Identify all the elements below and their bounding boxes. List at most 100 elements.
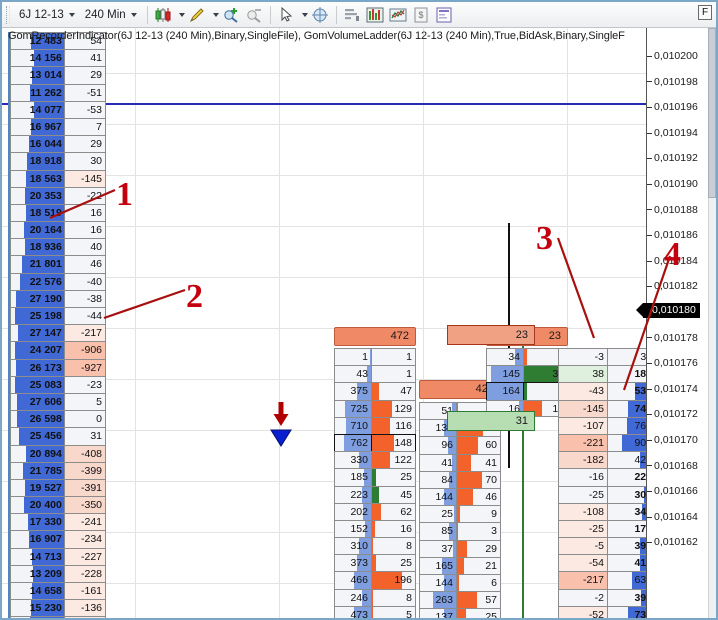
recorder-row: 27 147 -217 <box>10 324 106 342</box>
recorder-delta-cell: -399 <box>64 461 106 479</box>
zoom-in-icon[interactable] <box>220 4 242 25</box>
strategy-icon[interactable] <box>387 4 409 25</box>
ladder-row: 84 70 <box>419 470 501 488</box>
ladder-bid-cell: 375 <box>334 382 372 400</box>
ladder-row: 330 122 <box>334 451 416 469</box>
recorder-row: 20 894 -408 <box>10 444 106 462</box>
recorder-row: 15 962-110 <box>10 616 106 618</box>
recorder-volume-cell: 21 801 <box>10 255 65 273</box>
delta-ladder-row: -54 410 <box>558 554 656 572</box>
gridline-horizontal <box>2 73 716 74</box>
recorder-row: 14 077 -53 <box>10 100 106 118</box>
recorder-row: 18 519 16 <box>10 203 106 222</box>
price-axis-tick: 0,010162 <box>647 536 698 548</box>
ladder-ask-cell: 3 <box>457 522 501 540</box>
drawing-tools-dropdown[interactable] <box>209 4 220 25</box>
ladder-row: 1644 <box>486 382 568 400</box>
recorder-volume-cell: 25 456 <box>10 427 65 445</box>
candlestick-style-dropdown[interactable] <box>175 4 186 25</box>
ladder-row: 41 41 <box>419 453 501 471</box>
ladder-bid-cell: 144 <box>419 487 457 506</box>
ladder-ask-cell: 57 <box>457 591 501 609</box>
ladder-ask-cell: 1 <box>372 348 416 366</box>
recorder-row: 18 563 -145 <box>10 169 106 187</box>
toolbar-grip[interactable] <box>6 5 10 24</box>
scrollbar-thumb[interactable] <box>708 28 716 198</box>
candlestick-style-icon[interactable] <box>152 4 174 25</box>
cursor-pointer-icon[interactable] <box>275 4 297 25</box>
drawing-pencil-icon[interactable] <box>186 4 208 25</box>
price-axis-tick: 0,010172 <box>647 408 698 420</box>
price-axis-tick: 0,010170 <box>647 434 698 446</box>
recorder-volume-cell: 26 598 <box>10 410 65 428</box>
order-entry-icon[interactable]: $ <box>410 4 432 25</box>
ladder-bid-cell: 185 <box>334 468 372 486</box>
zoom-out-icon[interactable] <box>243 4 265 25</box>
recorder-delta-cell: 16 <box>64 203 106 222</box>
recorder-row: 26 173 -927 <box>10 358 106 376</box>
vertical-scrollbar[interactable] <box>708 28 716 618</box>
recorder-delta-cell: 46 <box>64 255 106 273</box>
data-series-icon[interactable] <box>341 4 363 25</box>
fullscreen-toggle-button[interactable]: F <box>698 5 712 20</box>
recorder-delta-cell: -40 <box>64 272 106 290</box>
gridline-horizontal <box>2 175 716 176</box>
recorder-volume-cell: 22 576 <box>10 272 65 290</box>
indicators-icon[interactable] <box>364 4 386 25</box>
ladder-ask-cell: 5 <box>372 605 416 618</box>
price-axis[interactable]: 0,010200 0,010198 0,010196 0,010194 0,010192… <box>636 28 716 618</box>
crosshair-icon[interactable] <box>309 4 331 25</box>
ladder-ask-cell: 62 <box>372 502 416 520</box>
ladder-row: 310 8 <box>334 537 416 555</box>
ladder-bid-cell: 762 <box>334 433 372 452</box>
recorder-volume-cell: 16 967 <box>10 117 65 136</box>
price-axis-tick: 0,010164 <box>647 511 698 523</box>
recorder-delta-cell: 54 <box>64 32 106 50</box>
recorder-row: 25 456 31 <box>10 427 106 445</box>
recorder-row: 14 713 -227 <box>10 547 106 565</box>
ladder-total-badge: 472 <box>334 327 416 346</box>
delta-cell: -2 <box>558 588 608 606</box>
recorder-volume-cell: 21 785 <box>10 461 65 479</box>
ladder-row: 165 21 <box>419 556 501 574</box>
bar-up-1: 31 <box>447 411 535 431</box>
interval-selector[interactable]: 240 Min <box>81 5 140 25</box>
ladder-ask-cell: 46 <box>457 487 501 506</box>
ladder-bid-cell: 310 <box>334 537 372 555</box>
delta-cell: -5 <box>558 537 608 555</box>
recorder-volume-cell: 13 014 <box>10 66 65 84</box>
ladder-bid-cell: 41 <box>419 453 457 471</box>
recorder-delta-cell: -51 <box>64 83 106 101</box>
delta-cell: -54 <box>558 554 608 572</box>
recorder-volume-cell: 13 209 <box>10 564 65 582</box>
recorder-delta-cell: -927 <box>64 358 106 376</box>
gridline-horizontal <box>2 124 716 125</box>
ladder-ask-cell: 16 <box>372 519 416 538</box>
ladder-ask-cell: 116 <box>372 416 416 434</box>
recorder-row: 20 164 16 <box>10 221 106 239</box>
recorder-row: 27 190 -38 <box>10 289 106 307</box>
ladder-ask-cell: 70 <box>457 470 501 488</box>
ladder-bid-cell: 223 <box>334 485 372 503</box>
ladder-row: 375 47 <box>334 382 416 400</box>
properties-icon[interactable] <box>433 4 455 25</box>
recorder-volume-cell: 27 147 <box>10 324 65 342</box>
delta-cell: -107 <box>558 416 608 434</box>
chart-canvas[interactable]: GomRecorderIndicator(6J 12-13 (240 Min),… <box>2 28 716 618</box>
gridline-vertical <box>135 28 136 618</box>
recorder-delta-cell: -350 <box>64 496 106 514</box>
price-axis-tick: 0,010166 <box>647 485 698 497</box>
recorder-row: 18 936 40 <box>10 238 106 256</box>
ladder-ask-cell: 8 <box>372 537 416 555</box>
ladder-bid-cell: 330 <box>334 451 372 469</box>
recorder-row: 20 400 -350 <box>10 496 106 514</box>
instrument-selector[interactable]: 6J 12-13 <box>15 5 78 25</box>
ladder-row: 263 57 <box>419 591 501 609</box>
ladder-ask-cell: 25 <box>372 554 416 572</box>
delta-ladder-row: -221 901 <box>558 433 656 452</box>
chevron-down-icon <box>68 12 75 17</box>
cursor-mode-dropdown[interactable] <box>298 4 309 25</box>
recorder-row: 19 527 -391 <box>10 478 106 497</box>
toolbar-divider <box>269 5 271 24</box>
ladder-row: 373 25 <box>334 554 416 572</box>
